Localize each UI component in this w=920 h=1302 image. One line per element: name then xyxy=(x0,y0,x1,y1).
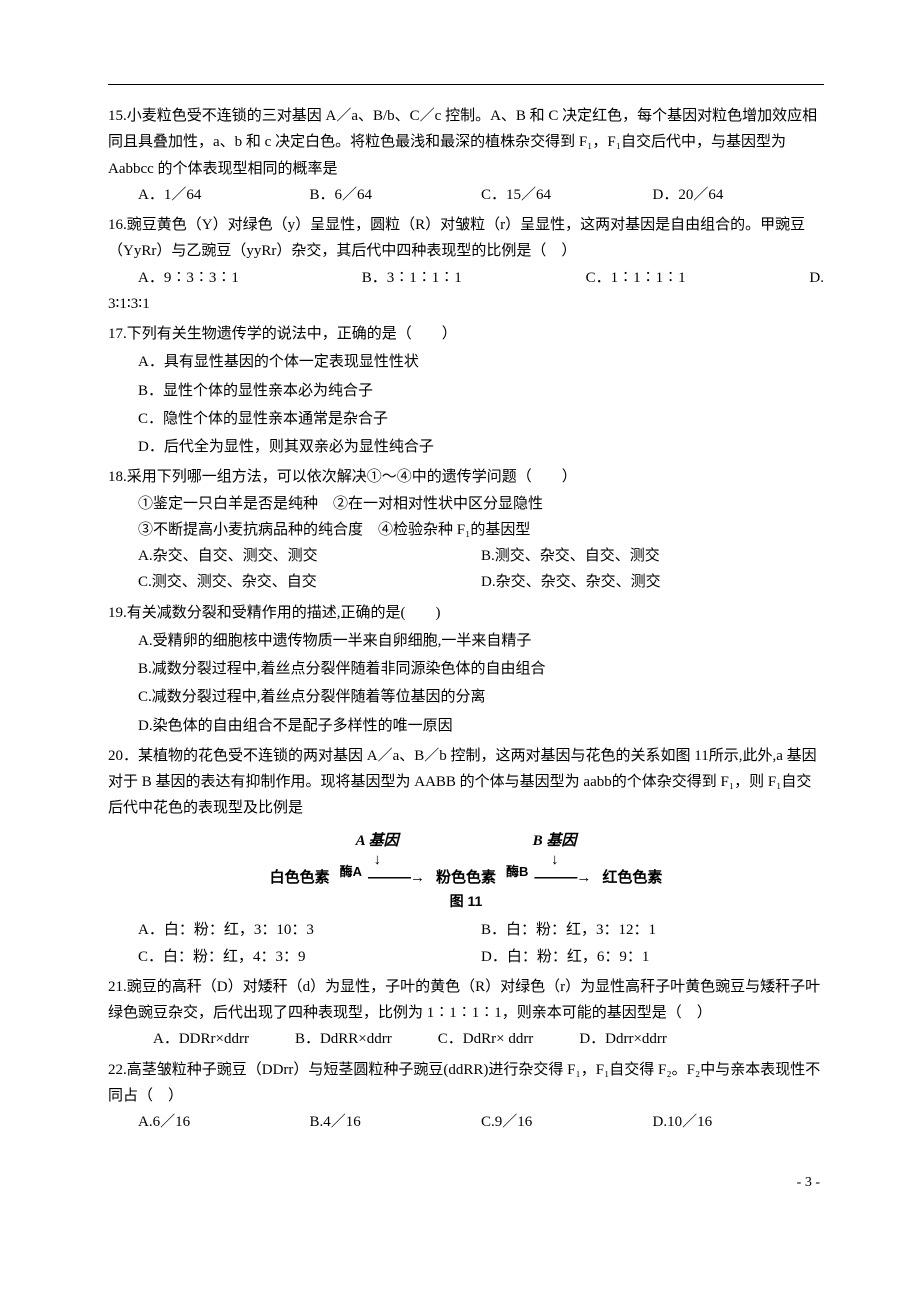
exam-page: 15.小麦粒色受不连锁的三对基因 A／a、B/b、C／c 控制。A、B 和 C … xyxy=(0,0,920,1236)
q20-opt-a: A．白：粉：红，3：10：3 xyxy=(138,917,481,943)
q22-opt-d: D.10／16 xyxy=(653,1109,825,1135)
q22-stem: 22.高茎皱粒种子豌豆（DDrr）与短茎圆粒种子豌豆(ddRR)进行杂交得 F₁… xyxy=(108,1057,824,1110)
q21-options: A．DDRr×ddrr B．DdRR×ddrr C．DdRr× ddrr D．D… xyxy=(108,1026,824,1052)
q18-opt-b: B.测交、杂交、自交、测交 xyxy=(481,543,824,569)
q15-opt-c: C．15／64 xyxy=(481,182,653,208)
arrow-right-icon: ———→ xyxy=(530,869,594,887)
q19-stem: 19.有关减数分裂和受精作用的描述,正确的是( ) xyxy=(108,600,824,626)
q16-opt-b: B．3∶1∶1∶1 xyxy=(362,265,586,291)
q15-options: A．1／64 B．6／64 C．15／64 D．20／64 xyxy=(108,182,824,208)
q19-opt-c: C.减数分裂过程中,着丝点分裂伴随着等位基因的分离 xyxy=(138,684,824,710)
q18-options-row2: C.测交、测交、杂交、自交 D.杂交、杂交、杂交、测交 xyxy=(108,569,824,595)
question-17: 17.下列有关生物遗传学的说法中，正确的是（ ） A．具有显性基因的个体一定表现… xyxy=(108,321,824,460)
q19-opt-a: A.受精卵的细胞核中遗传物质一半来自卵细胞,一半来自精子 xyxy=(138,628,824,654)
q16-options: A．9∶3∶3∶1 B．3∶1∶1∶1 C．1∶1∶1∶1 D. xyxy=(108,265,824,291)
figure-arrows-down: ↓ ↓ xyxy=(108,852,824,867)
q22-opt-c: C.9／16 xyxy=(481,1109,653,1135)
q16-opt-c: C．1∶1∶1∶1 xyxy=(586,265,810,291)
q17-opt-c: C．隐性个体的显性亲本通常是杂合子 xyxy=(138,406,824,432)
q18-sub2: ③不断提高小麦抗病品种的纯合度 ④检验杂种 F₁的基因型 xyxy=(108,517,824,543)
q15-opt-a: A．1／64 xyxy=(138,182,310,208)
question-15: 15.小麦粒色受不连锁的三对基因 A／a、B/b、C／c 控制。A、B 和 C … xyxy=(108,103,824,208)
pink-pigment: 粉色色素 xyxy=(428,869,504,887)
white-pigment: 白色色素 xyxy=(262,869,338,887)
q15-stem: 15.小麦粒色受不连锁的三对基因 A／a、B/b、C／c 控制。A、B 和 C … xyxy=(108,103,824,182)
arrow-down-icon: ↓ xyxy=(374,852,382,867)
q15-opt-b: B．6／64 xyxy=(310,182,482,208)
q16-opt-d-tail: 3∶1∶3∶1 xyxy=(108,291,824,317)
figure-pathway: 白色色素 酶A ———→ 粉色色素 酶B ———→ 红色色素 xyxy=(108,869,824,887)
q19-options: A.受精卵的细胞核中遗传物质一半来自卵细胞,一半来自精子 B.减数分裂过程中,着… xyxy=(108,628,824,739)
q21-opt-b: B．DdRR×ddrr xyxy=(295,1026,392,1052)
figure-gene-row: A A 基因基因 B B 基因基因 xyxy=(108,832,824,850)
figure-11: A A 基因基因 B B 基因基因 ↓ ↓ 白色色素 酶A ———→ 粉色色素 … xyxy=(108,832,824,910)
q18-sub1: ①鉴定一只白羊是否是纯种 ②在一对相对性状中区分显隐性 xyxy=(108,491,824,517)
q18-opt-c: C.测交、测交、杂交、自交 xyxy=(138,569,481,595)
q17-opt-a: A．具有显性基因的个体一定表现显性性状 xyxy=(138,349,824,375)
enzyme-a: 酶A xyxy=(338,864,364,880)
q20-stem: 20．某植物的花色受不连锁的两对基因 A／a、B／b 控制，这两对基因与花色的关… xyxy=(108,743,824,822)
question-20: 20．某植物的花色受不连锁的两对基因 A／a、B／b 控制，这两对基因与花色的关… xyxy=(108,743,824,970)
q18-opt-a: A.杂交、自交、测交、测交 xyxy=(138,543,481,569)
q21-opt-d: D．Ddrr×ddrr xyxy=(579,1026,667,1052)
question-18: 18.采用下列哪一组方法，可以依次解决①～④中的遗传学问题（ ） ①鉴定一只白羊… xyxy=(108,464,824,595)
arrow-down-icon: ↓ xyxy=(551,852,559,867)
arrow-right-icon: ———→ xyxy=(364,869,428,887)
q18-opt-d: D.杂交、杂交、杂交、测交 xyxy=(481,569,824,595)
q22-opt-a: A.6／16 xyxy=(138,1109,310,1135)
top-rule xyxy=(108,84,824,85)
q20-opt-c: C．白：粉：红，4：3：9 xyxy=(138,944,481,970)
q17-opt-b: B．显性个体的显性亲本必为纯合子 xyxy=(138,378,824,404)
question-19: 19.有关减数分裂和受精作用的描述,正确的是( ) A.受精卵的细胞核中遗传物质… xyxy=(108,600,824,739)
q19-opt-d: D.染色体的自由组合不是配子多样性的唯一原因 xyxy=(138,713,824,739)
q20-opt-b: B．白：粉：红，3：12：1 xyxy=(481,917,824,943)
q16-stem: 16.豌豆黄色（Y）对绿色（y）呈显性，圆粒（R）对皱粒（r）呈显性，这两对基因… xyxy=(108,212,824,265)
q21-opt-c: C．DdRr× ddrr xyxy=(438,1026,534,1052)
figure-caption: 图 11 xyxy=(108,893,824,910)
q17-opt-d: D．后代全为显性，则其双亲必为显性纯合子 xyxy=(138,434,824,460)
q21-stem: 21.豌豆的高秆（D）对矮秆（d）为显性，子叶的黄色（R）对绿色（r）为显性高秆… xyxy=(108,974,824,1027)
q16-opt-a: A．9∶3∶3∶1 xyxy=(138,265,362,291)
q22-options: A.6／16 B.4／16 C.9／16 D.10／16 xyxy=(108,1109,824,1135)
question-16: 16.豌豆黄色（Y）对绿色（y）呈显性，圆粒（R）对皱粒（r）呈显性，这两对基因… xyxy=(108,212,824,317)
enzyme-b: 酶B xyxy=(504,864,530,880)
q20-options-row1: A．白：粉：红，3：10：3 B．白：粉：红，3：12：1 xyxy=(108,917,824,943)
q15-opt-d: D．20／64 xyxy=(653,182,825,208)
question-21: 21.豌豆的高秆（D）对矮秆（d）为显性，子叶的黄色（R）对绿色（r）为显性高秆… xyxy=(108,974,824,1053)
red-pigment: 红色色素 xyxy=(594,869,670,887)
q20-options-row2: C．白：粉：红，4：3：9 D．白：粉：红，6：9：1 xyxy=(108,944,824,970)
q18-stem: 18.采用下列哪一组方法，可以依次解决①～④中的遗传学问题（ ） xyxy=(108,464,824,490)
question-22: 22.高茎皱粒种子豌豆（DDrr）与短茎圆粒种子豌豆(ddRR)进行杂交得 F₁… xyxy=(108,1057,824,1136)
q16-opt-d: D. xyxy=(809,265,824,291)
q21-opt-a: A．DDRr×ddrr xyxy=(153,1026,249,1052)
q19-opt-b: B.减数分裂过程中,着丝点分裂伴随着非同源染色体的自由组合 xyxy=(138,656,824,682)
q17-options: A．具有显性基因的个体一定表现显性性状 B．显性个体的显性亲本必为纯合子 C．隐… xyxy=(108,349,824,460)
q17-stem: 17.下列有关生物遗传学的说法中，正确的是（ ） xyxy=(108,321,824,347)
q20-opt-d: D．白：粉：红，6：9：1 xyxy=(481,944,824,970)
q22-opt-b: B.4／16 xyxy=(310,1109,482,1135)
q18-options-row1: A.杂交、自交、测交、测交 B.测交、杂交、自交、测交 xyxy=(108,543,824,569)
page-number: - 3 - xyxy=(108,1171,824,1196)
